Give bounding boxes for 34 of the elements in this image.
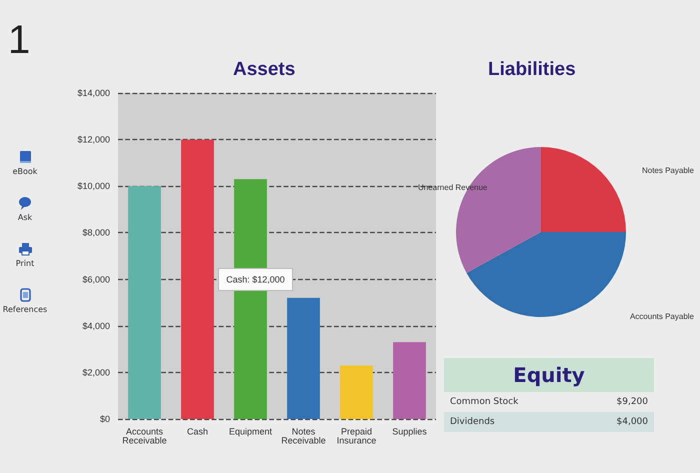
x-tick-label: Equipment — [228, 426, 273, 436]
y-tick-label: $10,000 — [77, 181, 110, 192]
text: Ask — [16, 213, 34, 222]
bar — [181, 140, 214, 419]
y-tick-label: $2,000 — [82, 367, 110, 378]
text: Equity — [444, 358, 654, 392]
x-tick-label: Cash — [186, 426, 208, 436]
bar — [393, 342, 426, 419]
x-tick-label: Notes Receivable — [281, 426, 326, 446]
bar — [340, 365, 373, 419]
y-tick-label: $14,000 — [77, 88, 110, 98]
bar — [287, 298, 320, 419]
y-tick-label: $8,000 — [82, 228, 110, 238]
text: 1 — [8, 18, 30, 63]
text: References — [2, 305, 48, 314]
x-tick-label: Prepaid Insurance — [336, 426, 376, 446]
text: eBook — [12, 167, 38, 176]
text: $4,000 — [616, 417, 648, 427]
category-label: Common Stock — [450, 396, 518, 409]
chart-title: Assets — [233, 59, 296, 80]
text: $9,200 — [616, 397, 648, 407]
y-tick-label: $0 — [100, 414, 110, 424]
x-tick-label: Accounts Receivable — [122, 426, 167, 446]
category-label: Dividends — [450, 416, 495, 429]
y-tick-label: $4,000 — [82, 320, 110, 331]
chart-title: Liabilities — [488, 59, 576, 80]
x-tick-label: Supplies — [392, 426, 428, 436]
y-tick-label: $6,000 — [82, 274, 110, 284]
text: Print — [14, 259, 36, 268]
annotation: Cash: $12,000 — [226, 274, 285, 284]
slice-label: Accounts Payable — [630, 312, 695, 321]
slice-label: Notes Payable — [642, 166, 695, 175]
bar — [128, 186, 161, 419]
y-tick-label: $12,000 — [77, 134, 110, 145]
